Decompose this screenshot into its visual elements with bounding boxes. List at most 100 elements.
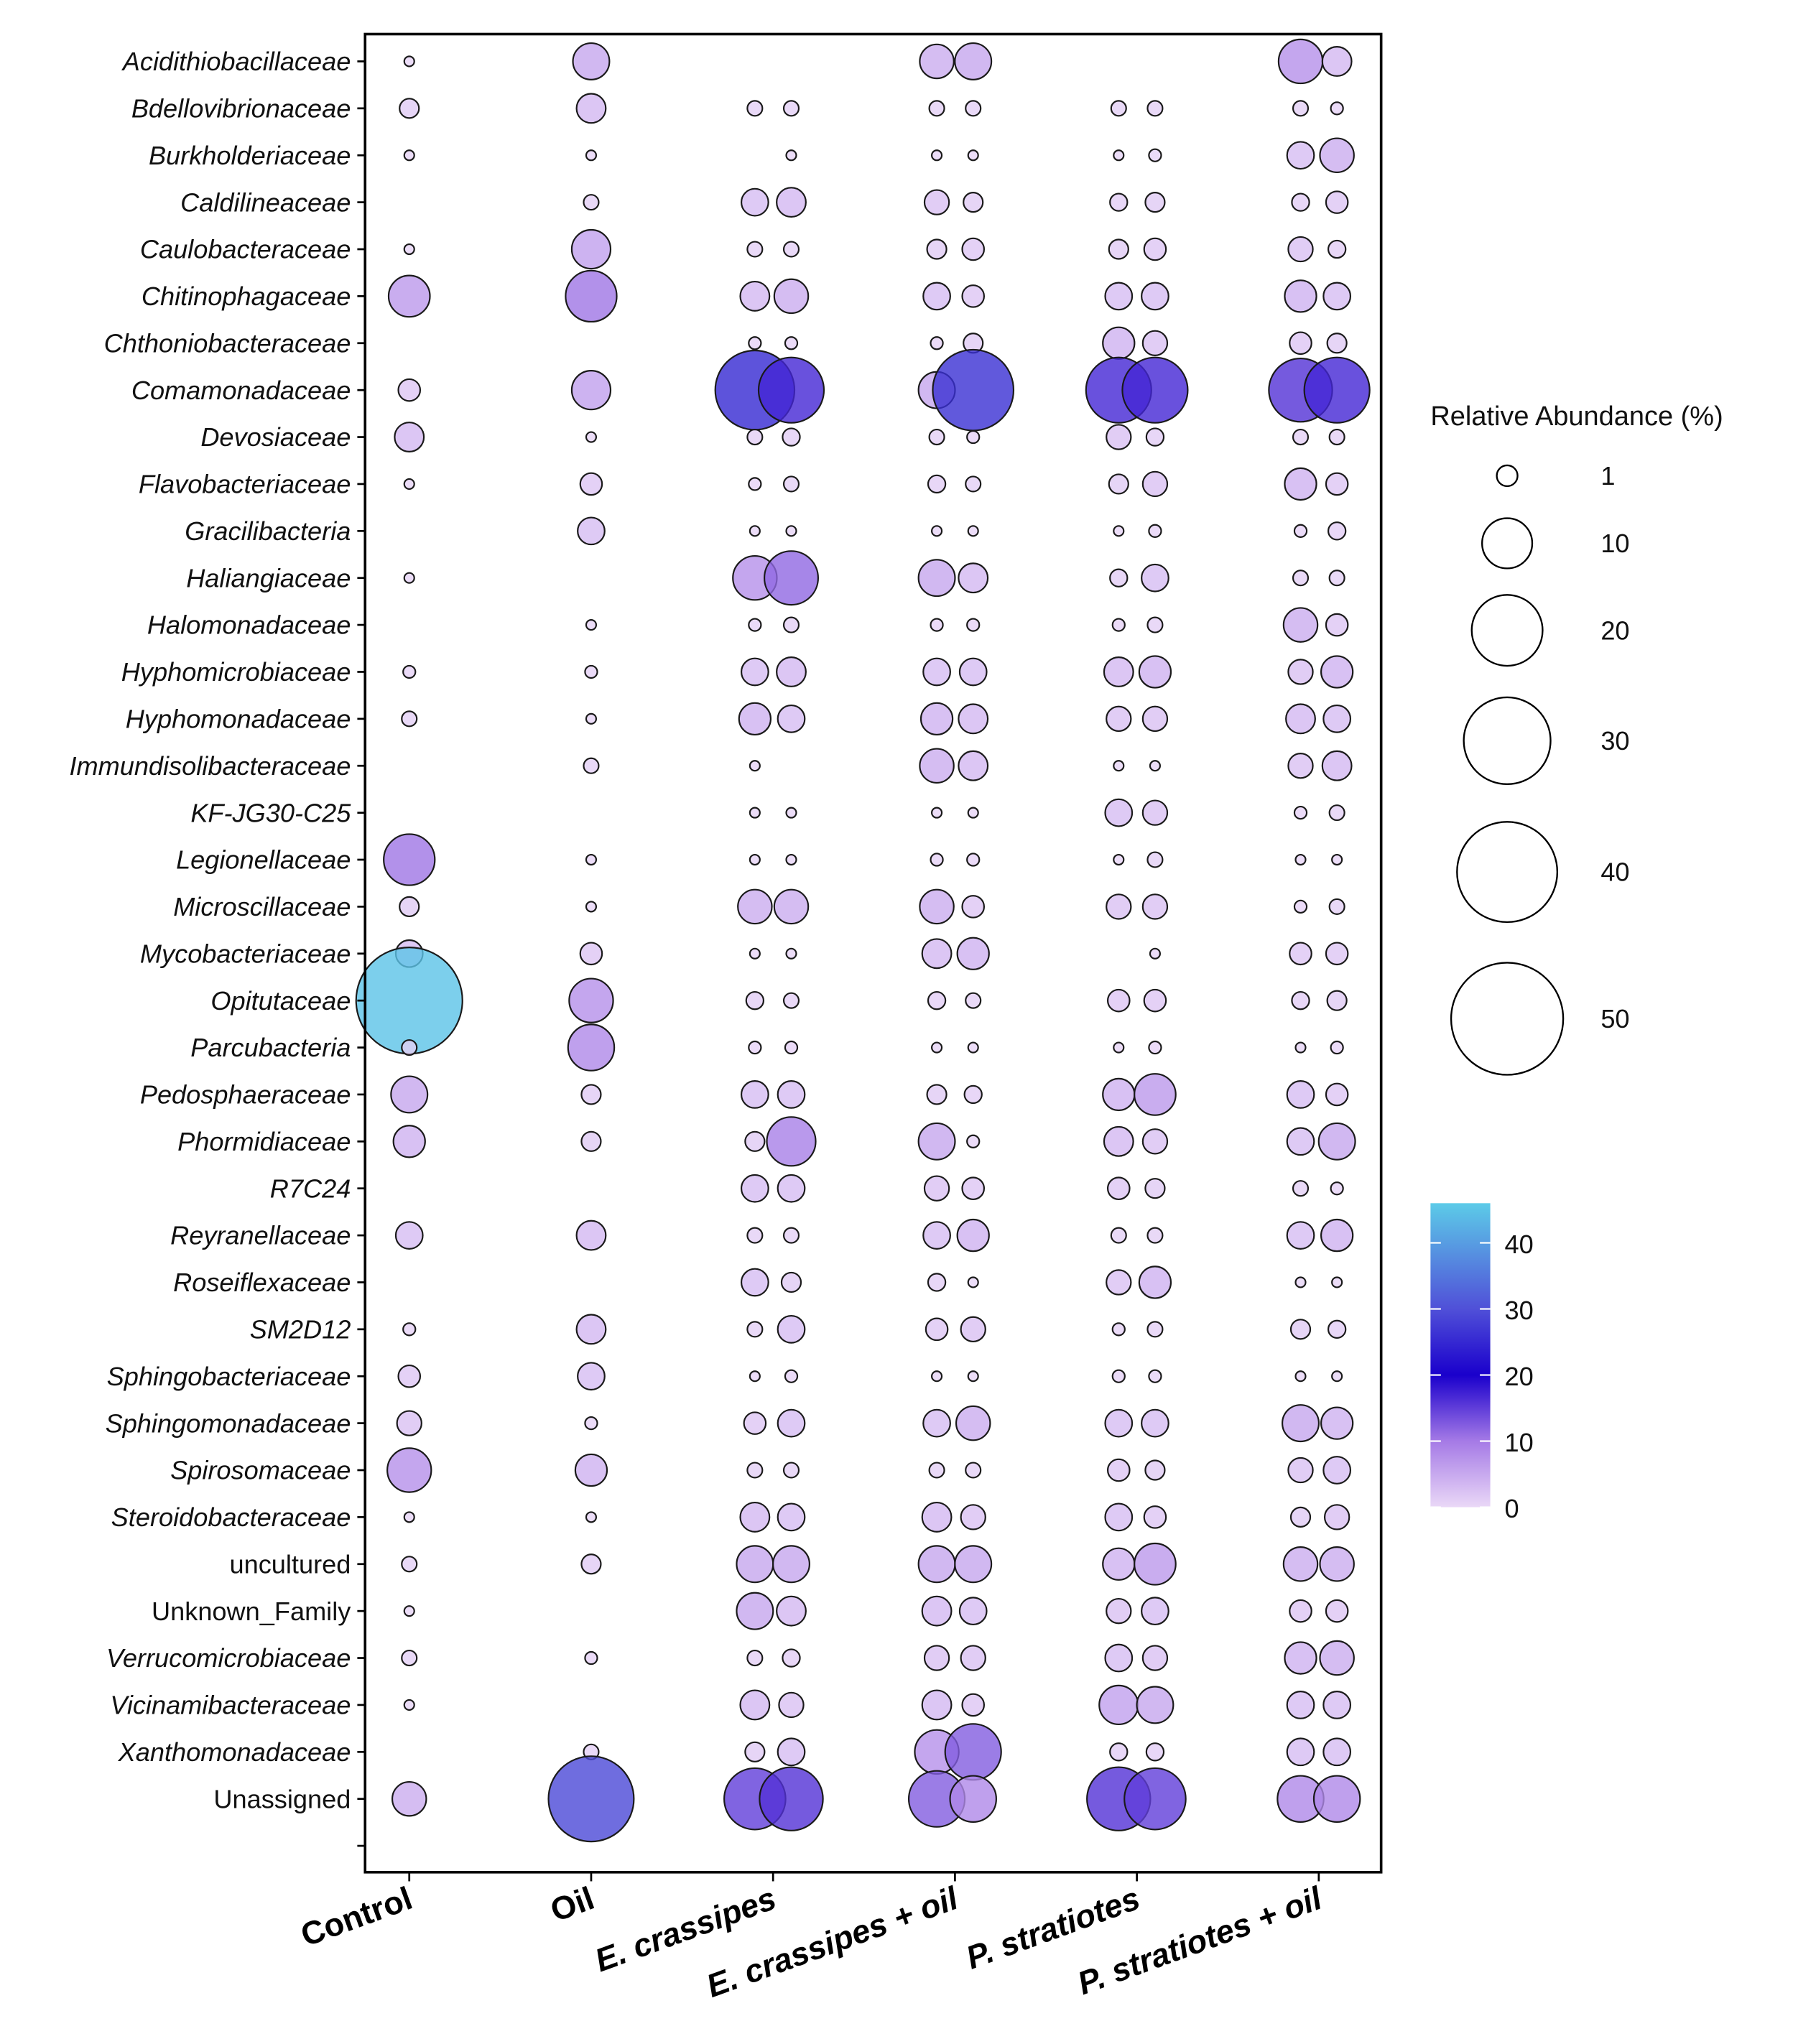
bubble <box>961 1693 986 1717</box>
bubble <box>784 1040 799 1055</box>
bubble <box>392 1125 426 1158</box>
bubble <box>749 525 761 537</box>
bubble <box>958 657 988 687</box>
bubble <box>782 100 800 117</box>
bubble <box>922 1221 951 1250</box>
bubble <box>777 1737 806 1767</box>
bubble <box>785 947 797 960</box>
bubble <box>399 98 420 119</box>
bubble <box>1106 705 1132 733</box>
bubble <box>1292 428 1310 446</box>
bubble <box>1287 753 1314 779</box>
bubble <box>960 1645 986 1671</box>
bubble <box>776 187 807 218</box>
bubble <box>922 282 951 311</box>
bubble <box>785 807 797 819</box>
bubble <box>925 1317 949 1342</box>
bubble <box>1317 1122 1356 1161</box>
bubble <box>567 1023 616 1072</box>
bubble <box>961 1176 986 1200</box>
bubble <box>749 807 761 819</box>
bubble <box>397 378 422 402</box>
bubble <box>960 1316 986 1343</box>
y-tick-label: Hyphomicrobiaceae <box>121 657 351 687</box>
bubble <box>1106 1458 1131 1482</box>
bubble <box>922 657 951 687</box>
bubble <box>739 1501 771 1533</box>
bubble <box>1331 853 1343 866</box>
bubble <box>927 990 947 1011</box>
bubble <box>1148 1369 1162 1383</box>
bubble <box>746 241 764 258</box>
bubble <box>1322 1691 1352 1719</box>
bubble <box>1303 356 1371 424</box>
size-legend-label: 20 <box>1600 615 1629 645</box>
y-tick-label: Vicinamibacteraceae <box>110 1691 351 1720</box>
bubble <box>777 704 806 733</box>
bubble <box>1146 616 1164 633</box>
bubble <box>584 664 598 679</box>
bubble <box>922 1408 951 1438</box>
y-tick-label: Gracilibacteria <box>185 516 351 546</box>
bubble <box>926 1084 948 1105</box>
bubble <box>1330 1181 1344 1196</box>
y-tick-label: Unassigned <box>213 1784 351 1813</box>
bubble <box>1106 1176 1131 1200</box>
bubble <box>926 238 948 260</box>
colorbar-label: 10 <box>1504 1428 1533 1457</box>
bubble <box>737 888 773 925</box>
bubble <box>1136 1686 1175 1724</box>
bubble <box>746 428 764 446</box>
size-legend-circle <box>1481 517 1534 570</box>
bubble <box>1111 618 1126 632</box>
bubble <box>740 657 769 687</box>
y-tick-label: Caulobacteraceae <box>140 235 351 264</box>
bubble <box>1111 1369 1126 1383</box>
bubble <box>782 241 800 258</box>
bubble <box>1141 1597 1169 1626</box>
bubble <box>1104 282 1134 311</box>
y-axis: Acidithiobacillaceae Bdellovibrionaceae Bu… <box>69 47 366 1847</box>
bubble <box>1326 990 1348 1011</box>
bubble <box>956 1218 990 1253</box>
bubble <box>1103 656 1134 687</box>
bubble <box>921 1501 953 1533</box>
bubble <box>966 853 981 867</box>
bubble <box>967 525 979 537</box>
bubble <box>1325 472 1349 496</box>
bubble <box>954 42 993 80</box>
bubble <box>1321 46 1353 77</box>
bubble <box>1320 1218 1354 1253</box>
bubble <box>958 703 989 735</box>
bubble <box>759 1766 824 1831</box>
bubbles-layer <box>355 38 1371 1843</box>
bubble <box>927 1273 947 1292</box>
bubble <box>961 237 986 261</box>
y-tick-label: Legionellaceae <box>176 845 351 875</box>
bubble <box>777 1502 806 1532</box>
y-tick-label: Mycobacteriaceae <box>140 939 351 968</box>
bubble <box>919 702 954 736</box>
bubble <box>923 189 950 215</box>
bubble <box>391 1780 427 1817</box>
bubble <box>931 1041 943 1054</box>
bubble <box>1327 521 1347 541</box>
bubble <box>785 149 797 162</box>
bubble <box>1289 1319 1312 1340</box>
bubble <box>585 901 598 913</box>
bubble <box>394 422 425 452</box>
bubble <box>955 1405 991 1441</box>
bubble <box>757 356 825 424</box>
y-tick-label: Microscillaceae <box>173 892 351 921</box>
size-legend-label: 40 <box>1600 858 1629 887</box>
bubble <box>782 992 800 1009</box>
bubble <box>1121 356 1189 424</box>
bubble <box>1286 1221 1315 1250</box>
size-legend-circle <box>1496 464 1519 488</box>
bubble <box>1149 947 1161 960</box>
bubble <box>1141 1408 1169 1438</box>
bubble <box>917 1122 956 1161</box>
bubble <box>1325 190 1349 214</box>
y-tick-label: uncultured <box>229 1549 351 1579</box>
